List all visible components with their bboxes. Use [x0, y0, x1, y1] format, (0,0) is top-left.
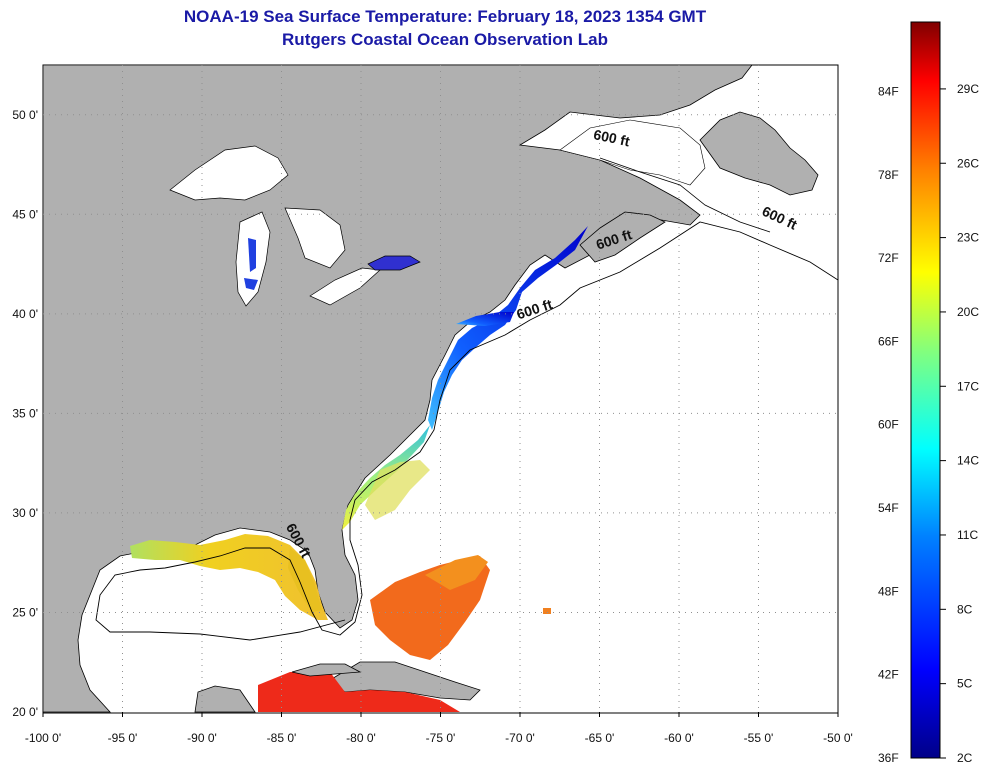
- colorbar-c-label: 14C: [957, 454, 979, 468]
- colorbar-c-label: 23C: [957, 231, 979, 245]
- longitude-tick-label: -50 0': [823, 731, 853, 745]
- sst-gulf-of-mexico: [130, 534, 328, 620]
- isobath-gulf-stlawrence: [599, 157, 771, 233]
- latitude-tick-label: 40 0': [12, 307, 38, 321]
- lake-michigan-sst-south: [244, 278, 258, 290]
- longitude-tick-label: -80 0': [346, 731, 376, 745]
- land-newfoundland: [699, 111, 819, 196]
- gulf-st-lawrence: [559, 119, 706, 186]
- sst-florida-shelf: [288, 548, 322, 612]
- colorbar-f-label: 36F: [878, 751, 899, 765]
- colorbar-c-label: 26C: [957, 156, 979, 170]
- colorbar-c-label: 17C: [957, 379, 979, 393]
- graticule: [43, 65, 838, 712]
- colorbar-fahrenheit-labels: 36F 42F 48F 54F 60F 66F 72F 78F 84F: [878, 84, 899, 765]
- longitude-tick-label: -100 0': [25, 731, 61, 745]
- lake-michigan-sst: [248, 238, 256, 272]
- latitude-tick-label: 25 0': [12, 605, 38, 619]
- colorbar-f-label: 78F: [878, 168, 899, 182]
- latitude-tick-label: 20 0': [12, 705, 38, 719]
- map-layers: [43, 65, 838, 713]
- colorbar-f-label: 54F: [878, 501, 899, 515]
- longitude-tick-label: -90 0': [187, 731, 217, 745]
- colorbar-celsius-labels: 2C 5C 8C 11C 14C 17C 20C 23C 26C 29C: [940, 82, 979, 765]
- colorbar-c-label: 2C: [957, 751, 973, 765]
- latitude-tick-label: 45 0': [12, 207, 38, 221]
- sst-northeast-band: [428, 226, 588, 430]
- lake-ontario: [367, 255, 421, 271]
- longitude-tick-label: -85 0': [267, 731, 297, 745]
- colorbar-c-label: 11C: [957, 528, 978, 542]
- land-cuba-top: [291, 663, 362, 677]
- longitude-axis: -100 0' -95 0' -90 0' -85 0' -80 0' -75 0' -70…: [25, 712, 853, 745]
- isobath-label: 600 ft: [592, 126, 631, 149]
- colorbar-f-label: 60F: [878, 418, 899, 432]
- latitude-tick-label: 30 0': [12, 506, 38, 520]
- colorbar-f-label: 42F: [878, 668, 899, 682]
- longitude-tick-label: -65 0': [585, 731, 615, 745]
- map-title: NOAA-19 Sea Surface Temperature: Februar…: [183, 7, 707, 26]
- sst-small-patch: [543, 608, 551, 614]
- longitude-tick-label: -55 0': [744, 731, 774, 745]
- lake-superior: [169, 145, 289, 201]
- map-subtitle: Rutgers Coastal Ocean Observation Lab: [282, 30, 608, 49]
- colorbar-f-label: 48F: [878, 584, 899, 598]
- lake-huron: [284, 207, 346, 269]
- latitude-tick-label: 50 0': [12, 108, 38, 122]
- longitude-tick-label: -60 0': [664, 731, 694, 745]
- longitude-tick-label: -70 0': [505, 731, 535, 745]
- colorbar-f-label: 84F: [878, 84, 899, 98]
- latitude-axis: 20 0' 25 0' 30 0' 35 0' 40 0' 45 0' 50 0': [12, 108, 38, 719]
- land-nova-scotia: [579, 211, 666, 263]
- colorbar-c-label: 29C: [957, 82, 979, 96]
- colorbar-c-label: 8C: [957, 602, 973, 616]
- land-cuba: [329, 661, 481, 701]
- sst-new-england: [456, 312, 514, 326]
- colorbar-c-label: 5C: [957, 677, 973, 691]
- land-yucatan: [194, 685, 256, 713]
- longitude-tick-label: -95 0': [108, 731, 138, 745]
- colorbar-f-label: 66F: [878, 334, 899, 348]
- sst-caribbean: [258, 672, 460, 712]
- sst-scatter: [365, 460, 430, 520]
- colorbar-f-label: 72F: [878, 251, 899, 265]
- longitude-tick-label: -75 0': [426, 731, 456, 745]
- isobath-600ft: [95, 221, 838, 641]
- colorbar: [910, 21, 941, 759]
- colorbar-c-label: 20C: [957, 305, 979, 319]
- latitude-tick-label: 35 0': [12, 406, 38, 420]
